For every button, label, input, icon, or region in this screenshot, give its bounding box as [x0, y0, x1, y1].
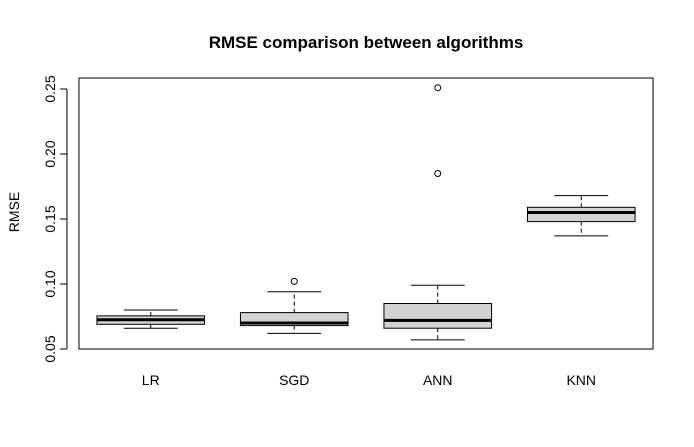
plot-frame [78, 77, 654, 350]
y-tick-label: 0.10 [42, 270, 58, 297]
box-group-ann [383, 84, 493, 341]
box-group-knn [526, 195, 636, 237]
chart-title: RMSE comparison between algorithms [209, 33, 524, 52]
y-tick-label: 0.25 [42, 75, 58, 102]
box-group-sgd [239, 277, 349, 334]
x-tick-label: LR [142, 372, 160, 388]
outlier-point [434, 84, 442, 92]
y-axis: 0.05 0.10 0.15 0.20 0.25 [42, 75, 68, 363]
iqr-box [526, 206, 636, 223]
x-tick-label: KNN [566, 372, 596, 388]
iqr-box [383, 303, 493, 329]
outlier-point [434, 170, 442, 177]
x-axis: LR SGD ANN KNN [142, 372, 596, 388]
x-tick-label: ANN [423, 372, 453, 388]
box-group-lr [96, 309, 206, 329]
y-tick-label: 0.05 [42, 335, 58, 362]
y-tick-label: 0.15 [42, 205, 58, 232]
y-tick-label: 0.20 [42, 140, 58, 167]
x-tick-label: SGD [279, 372, 309, 388]
boxes-layer [96, 84, 636, 341]
y-axis-label: RMSE [6, 192, 22, 232]
outlier-point [290, 277, 298, 285]
